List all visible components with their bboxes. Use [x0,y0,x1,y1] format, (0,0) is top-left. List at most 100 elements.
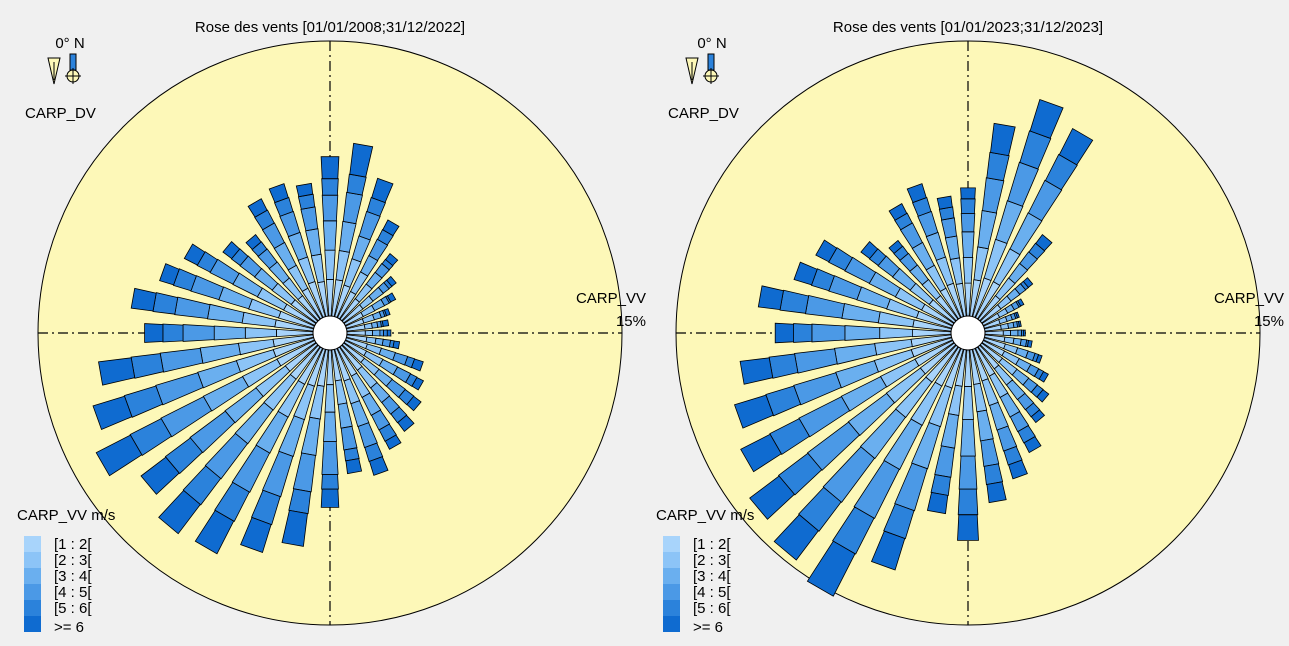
wind-rose-bar-segment [321,194,339,222]
wind-rose-bar-segment [345,458,363,475]
wind-rose-bar-segment [366,196,387,217]
wind-rose-bar-segment [1027,340,1033,348]
north-arrow-icon [65,53,81,84]
wind-rose-bar-segment [123,385,164,418]
wind-rose-bar-segment [172,268,197,292]
wind-rose-bar-segment [1023,436,1042,454]
wind-rose-bar-segment [810,268,835,292]
legend-item: [3 : 4[ [693,568,731,585]
wind-rose-bar-segment [379,329,385,337]
wind-rose-bar-segment [957,514,979,541]
wind-rose-bar-segment [292,452,316,493]
wind-rose-bar-segment [883,503,915,540]
calm-circle [950,315,986,351]
wind-rose-bar-segment [806,540,856,597]
wind-rose-bar-segment [386,329,392,337]
wind-rose-bar-segment [847,392,895,437]
wind-rose-bar-segment [739,357,774,385]
wind-rose-bar-segment [840,376,888,412]
wind-rose-bar-segment [155,372,204,406]
wind-rose-bar-segment [245,234,262,250]
wind-rose-bar-segment [986,151,1010,182]
wind-rose-bar-segment [231,444,271,493]
legend-swatch [24,616,41,632]
wind-rose-panel-1: Rose des vents [01/01/2008;31/12/2022] 0… [17,19,646,636]
legend-swatch [663,616,680,632]
wind-rose-bar-segment [392,340,401,350]
wind-rose-bar-segment [1019,130,1052,170]
wind-rose-bar-segment [234,402,274,445]
wind-rose-bar-segment [926,492,949,515]
legend-item: [3 : 4[ [54,568,92,585]
wind-rose-bar-segment [853,460,900,520]
wind-rose-bar-segment [860,241,879,260]
wind-rose-bar-segment [343,447,360,462]
wind-rose-bar-segment [152,292,179,315]
wind-rose-bar-segment [346,173,367,196]
wind-rose-bar-segment [372,329,381,337]
wind-rose-bar-segment [320,488,340,508]
legend: [1 : 2[ [2 : 3[ [3 : 4[ [4 : 5[ [5 : 6[ … [24,536,92,636]
wind-rose-bar-segment [960,187,976,200]
wind-vane-icon [685,57,699,85]
wind-rose-bar-segment [410,358,424,372]
wind-rose-bar-segment [757,285,784,311]
ring-label: 15% [616,313,646,330]
wind-rose-bar-segment [196,251,218,273]
wind-rose-bar-segment [182,465,222,506]
wind-rose-bar-segment [911,422,941,470]
wind-rose-bar-segment [346,330,366,336]
chart-title: Rose des vents [01/01/2008;31/12/2022] [195,19,465,36]
speed-axis-label: CARP_VV [576,290,646,307]
wind-rose-bar-segment [835,360,879,389]
wind-rose-bar-segment [386,292,397,303]
wind-rose-bar-segment [832,506,875,555]
wind-rose-bar-segment [990,122,1016,157]
wind-rose-bar-segment [204,432,249,480]
wind-rose-bar-segment [158,489,201,535]
wind-rose-bar-segment [190,275,224,301]
wind-rose-bar-segment [906,183,927,204]
wind-rose-bar-segment [164,437,203,475]
chart-title: Rose des vents [01/01/2023;31/12/2023] [833,19,1103,36]
calm-circle [312,315,348,351]
wind-rose-bar-segment [773,514,819,561]
legend-item: [1 : 2[ [54,536,92,553]
wind-rose-bar-segment [385,253,399,267]
wind-rose-bar-segment [1038,371,1049,383]
wind-rose-bar-segment [962,257,974,284]
wind-rose-bar-segment [1029,98,1064,139]
wind-rose-bar-segment [911,196,932,217]
legend-swatch [24,568,41,584]
legend-swatch [24,536,41,552]
wind-rose-bar-segment [844,256,877,284]
wind-rose-bar-segment [888,239,904,254]
wind-rose-bar-segment [1030,409,1046,424]
wind-rose-bar-segment [917,210,939,238]
wind-rose-bar-segment [1035,354,1043,364]
wind-rose-bar-segment [1058,127,1094,166]
wind-rose-bar-segment [793,372,842,406]
wind-rose-bar-segment [222,241,241,260]
wind-rose-bar-segment [130,353,164,379]
wind-rose-bar-segment [794,348,838,374]
wind-rose-bars [733,98,1094,597]
wind-rose-bar-segment [397,414,415,432]
wind-rose-bar-segment [364,329,374,337]
wind-rose-bar-segment [1017,298,1025,307]
wind-rose-bar-segment [774,322,794,344]
wind-rose-bar-segment [960,198,976,214]
legend-item: [2 : 3[ [693,552,731,569]
wind-rose-bar-segment [996,425,1018,452]
wind-rose-bar-segment [411,376,425,391]
wind-rose-bar-segment [940,413,959,449]
legend-swatch [24,552,41,568]
wind-rose-bar-segment [159,347,204,373]
wind-rose-bar-segment [281,509,308,547]
wind-rose-bar-segment [740,433,782,473]
wind-rose-bar-segment [95,434,143,477]
wind-rose-bar-segment [894,212,913,231]
wind-vane-icon [47,57,61,85]
wind-rose-bar-segment [364,442,384,463]
wind-rose-bar-segment [1003,445,1023,466]
